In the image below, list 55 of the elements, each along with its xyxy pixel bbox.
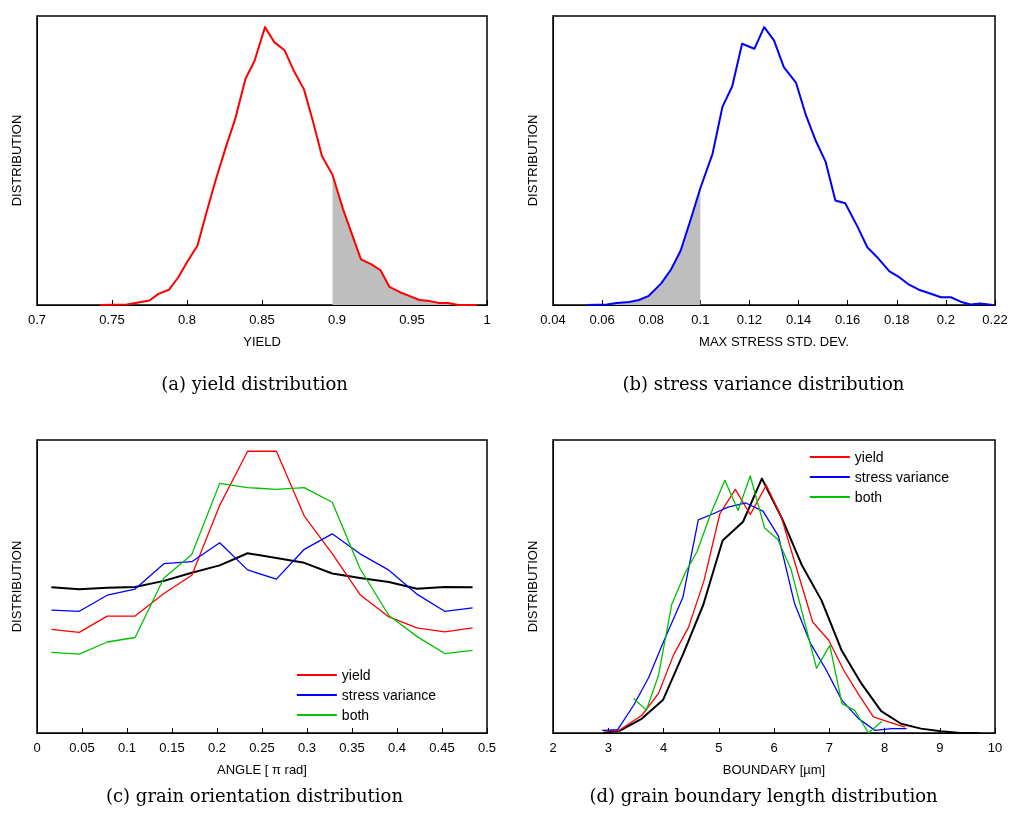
x-tick-label: 0.12 (736, 312, 763, 327)
x-tick-label: 0.35 (339, 740, 365, 755)
x-tick-label: 0.7 (27, 312, 47, 327)
text: (b) stress variance distribution (622, 372, 905, 394)
x-tick-label: 0.06 (589, 312, 615, 327)
x-tick-label: 0.1 (691, 312, 710, 327)
y-axis-title: DISTRIBUTION (9, 114, 24, 207)
x-tick-label: 8 (880, 740, 889, 755)
text: (c) grain orientation distribution (106, 784, 404, 806)
x-tick-label: 3 (604, 740, 612, 755)
legend-label: yield (341, 667, 371, 683)
x-tick-label: 1 (483, 312, 491, 327)
x-tick-label: 0.1 (117, 740, 137, 755)
x-tick-label: 9 (936, 740, 944, 755)
x-tick-label: 0.85 (249, 312, 275, 327)
x-tick-label: 0.16 (835, 312, 861, 327)
x-tick-label: 10 (987, 740, 1003, 755)
legend-label: both (341, 707, 370, 723)
x-tick-label: 4 (659, 740, 668, 755)
x-tick-label: 0.05 (69, 740, 95, 755)
y-axis-title: DISTRIBUTION (525, 114, 540, 207)
x-tick-label: 0.15 (159, 740, 185, 755)
legend-label: stress variance (854, 469, 950, 485)
text: (a) yield distribution (161, 372, 349, 394)
x-axis-title: ANGLE [ π rad] (217, 762, 307, 777)
x-tick-label: 2 (549, 740, 557, 755)
x-tick-label: 6 (770, 740, 778, 755)
legend-label: stress variance (341, 687, 437, 703)
x-tick-label: 0.5 (477, 740, 497, 755)
x-tick-label: 0.75 (99, 312, 125, 327)
x-axis-title: YIELD (243, 334, 281, 349)
x-tick-label: 0.14 (785, 312, 812, 327)
y-axis-title: DISTRIBUTION (525, 540, 540, 633)
x-tick-label: 7 (825, 740, 833, 755)
x-tick-label: 0.08 (638, 312, 664, 327)
x-tick-label: 0.22 (982, 312, 1008, 327)
x-tick-label: 0.4 (387, 740, 407, 755)
x-tick-label: 0.2 (936, 312, 955, 327)
x-tick-label: 0.45 (429, 740, 455, 755)
x-tick-label: 0.9 (327, 312, 347, 327)
x-tick-label: 0.3 (297, 740, 317, 755)
x-tick-label: 0.25 (249, 740, 275, 755)
legend-label: yield (854, 449, 884, 465)
x-tick-label: 0.04 (540, 312, 566, 327)
x-tick-label: 0.8 (177, 312, 197, 327)
x-tick-label: 0.95 (399, 312, 425, 327)
legend-label: both (854, 489, 883, 505)
x-axis-title: BOUNDARY [µm] (722, 762, 826, 777)
x-tick-label: 0.2 (207, 740, 227, 755)
text: (d) grain boundary length distribution (589, 784, 939, 806)
x-axis-title: MAX STRESS STD. DEV. (699, 334, 849, 349)
y-axis-title: DISTRIBUTION (9, 540, 24, 633)
x-tick-label: 0 (33, 740, 41, 755)
x-tick-label: 0.18 (884, 312, 910, 327)
x-tick-label: 5 (715, 740, 723, 755)
